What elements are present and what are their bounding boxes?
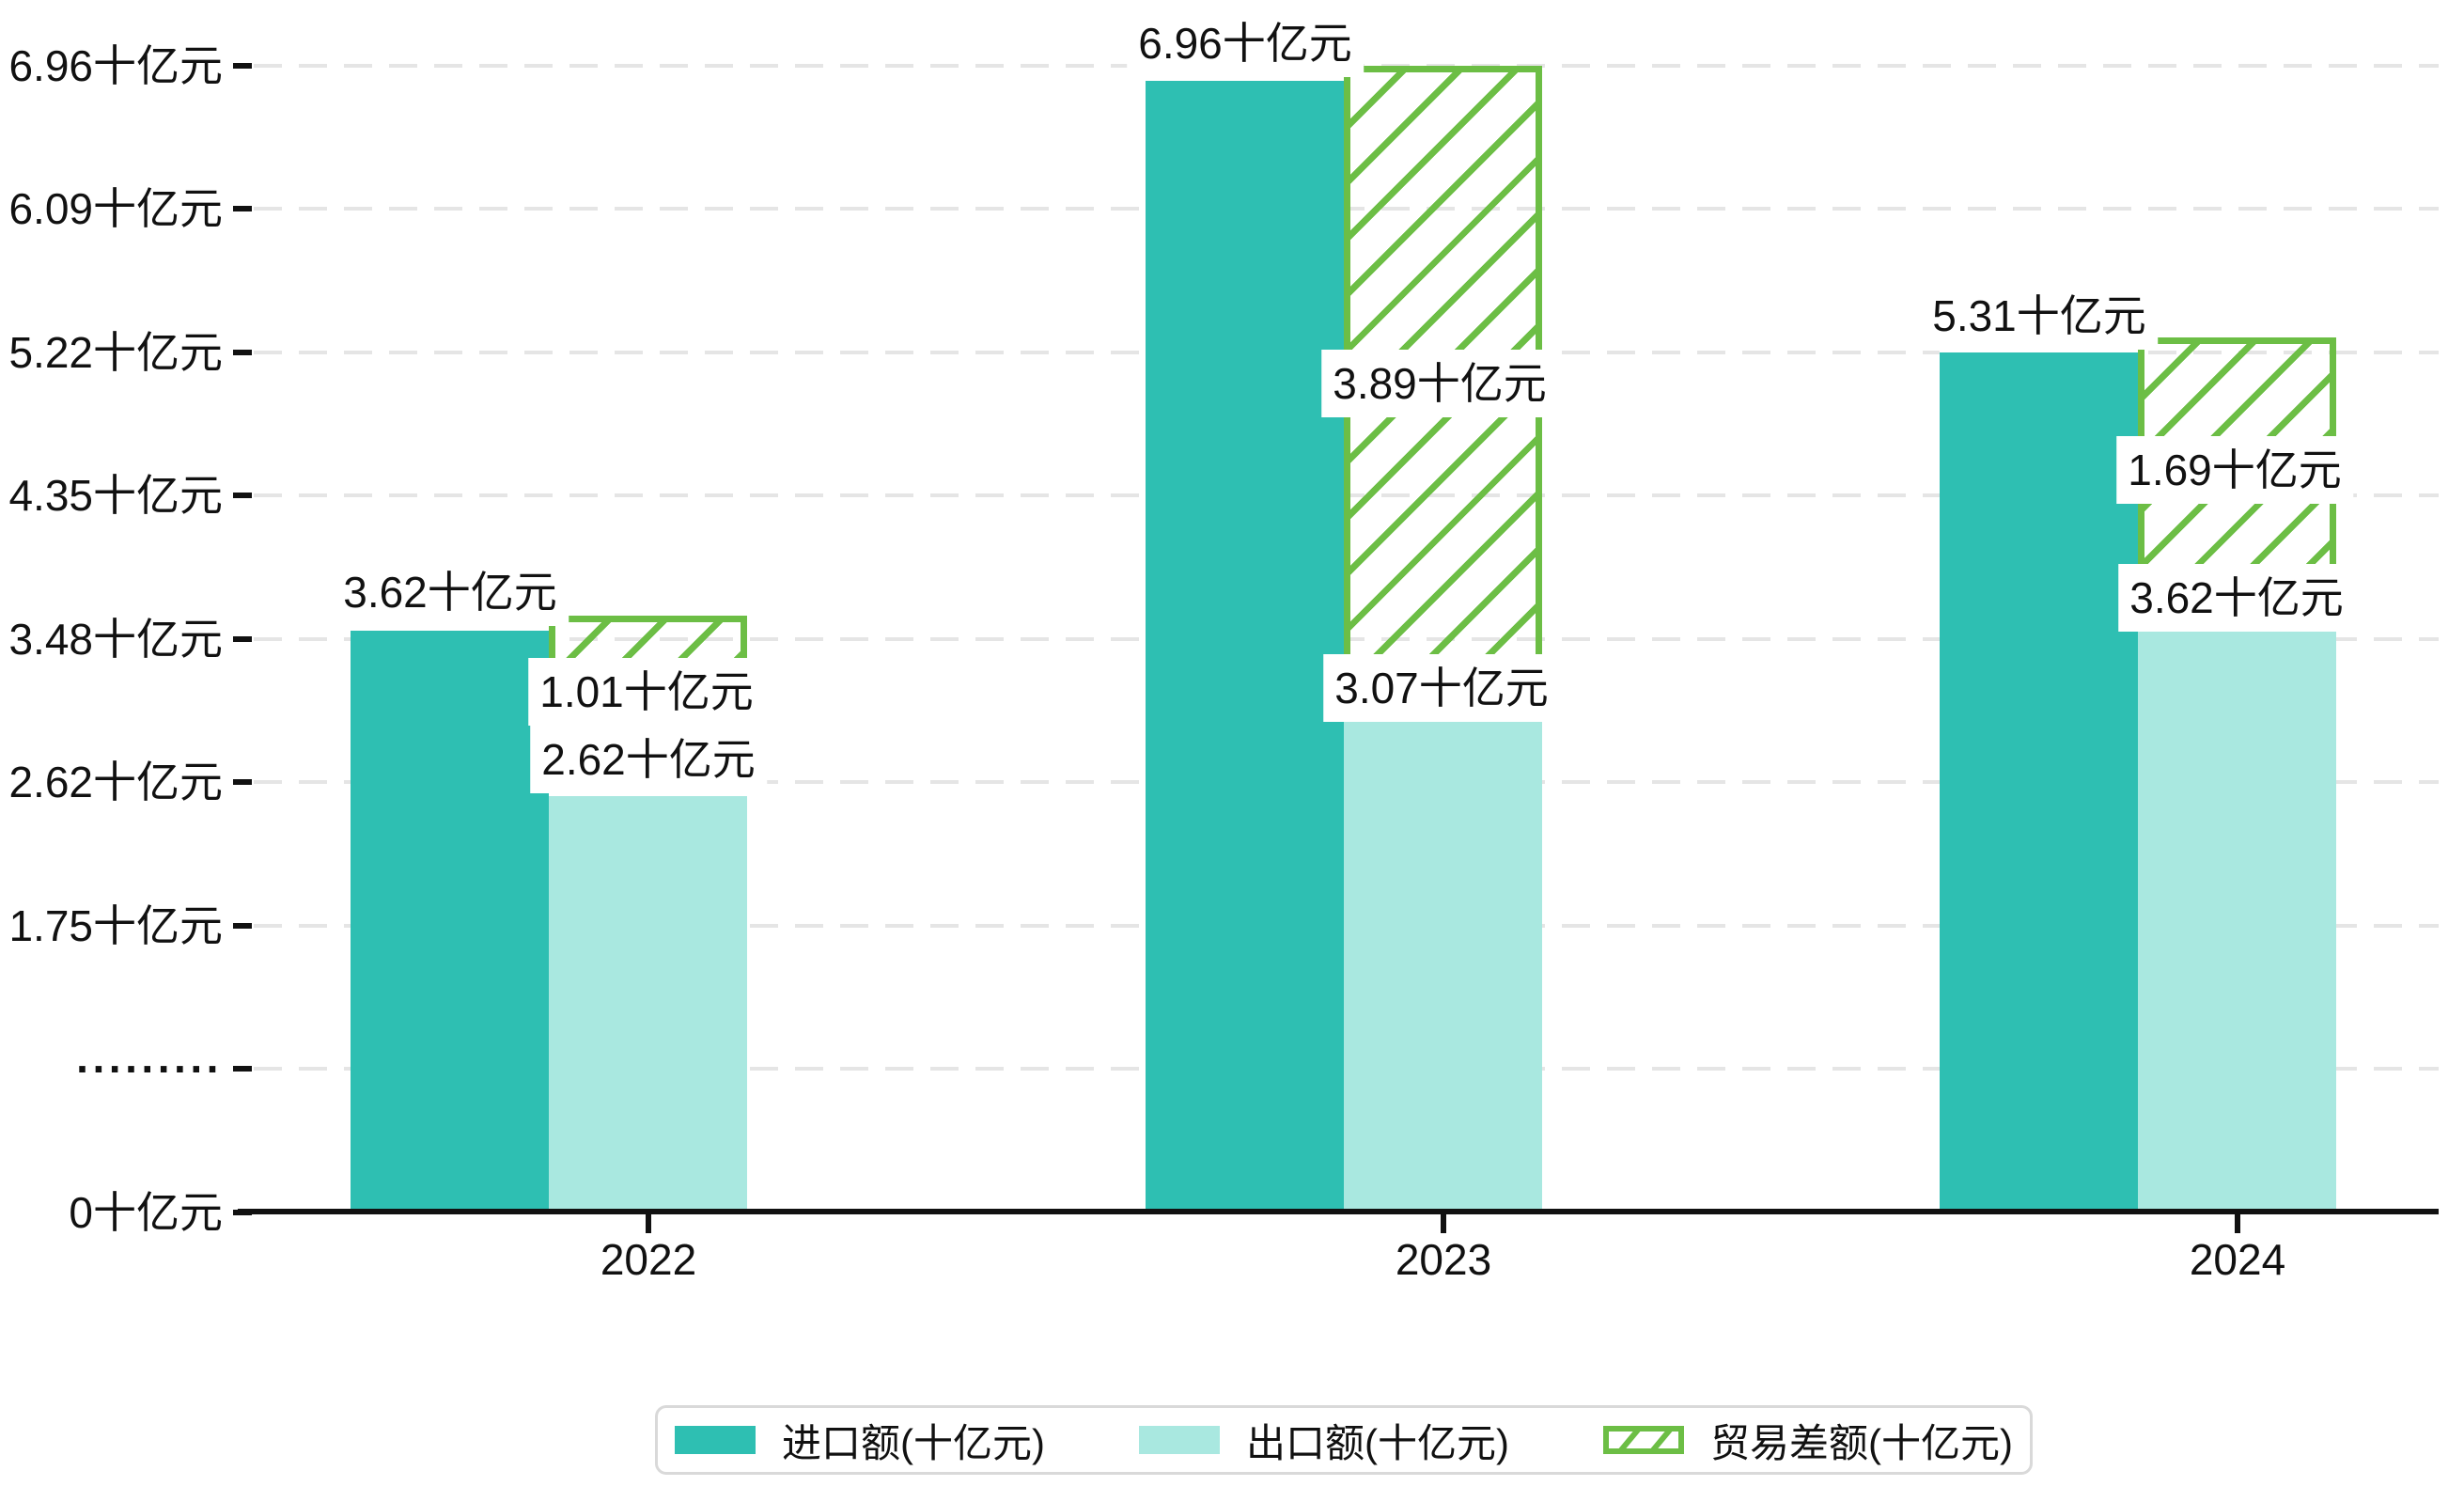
y-tick-mark <box>233 636 252 642</box>
x-axis-line <box>238 1209 2439 1214</box>
balance-value-label-2023: 3.89十亿元 <box>1321 350 1558 417</box>
import-value-label-2023: 6.96十亿元 <box>1127 9 1364 77</box>
trade-balance-hatch-swatch-icon <box>1603 1426 1684 1454</box>
y-tick-mark <box>233 206 252 211</box>
y-tick-label: 4.35十亿元 <box>8 471 223 520</box>
export-bar-2023 <box>1344 707 1542 1211</box>
export-value-label-2024: 3.62十亿元 <box>2118 564 2355 632</box>
y-tick-mark <box>233 350 252 355</box>
legend: 进口额(十亿元) 出口额(十亿元) 贸易差额(十亿元) <box>655 1405 2033 1475</box>
import-swatch-icon <box>675 1426 756 1454</box>
legend-item-export: 出口额(十亿元) <box>1139 1412 1509 1469</box>
import-value-label-2024: 5.31十亿元 <box>1921 282 2158 350</box>
y-tick-label: 5.22十亿元 <box>8 328 223 377</box>
export-swatch-icon <box>1139 1426 1220 1454</box>
import-bar-2024 <box>1940 337 2138 1211</box>
x-tick-mark <box>2235 1214 2240 1233</box>
y-tick-mark <box>233 63 252 69</box>
y-tick-mark <box>233 923 252 929</box>
x-tick-mark <box>1441 1214 1446 1233</box>
y-tick-mark <box>233 493 252 498</box>
y-tick-label: 0十亿元 <box>69 1188 223 1237</box>
y-tick-label: 6.96十亿元 <box>8 41 223 90</box>
x-tick-label-2024: 2024 <box>2189 1235 2286 1284</box>
balance-value-label-2024: 1.69十亿元 <box>2116 436 2353 504</box>
balance-value-label-2022: 1.01十亿元 <box>528 658 765 726</box>
y-tick-mark <box>233 1066 252 1072</box>
import-bar-2022 <box>351 616 549 1211</box>
export-bar-2024 <box>2138 616 2336 1211</box>
y-tick-label: 6.09十亿元 <box>8 184 223 233</box>
export-bar-2022 <box>549 781 747 1211</box>
export-value-label-2023: 3.07十亿元 <box>1323 654 1560 722</box>
legend-label-export: 出口额(十亿元) <box>1246 1420 1509 1465</box>
x-tick-mark <box>646 1214 651 1233</box>
y-tick-label: 1.75十亿元 <box>8 901 223 950</box>
x-tick-label-2022: 2022 <box>600 1235 697 1284</box>
legend-label-balance: 贸易差额(十亿元) <box>1710 1420 2013 1465</box>
legend-item-balance: 贸易差额(十亿元) <box>1603 1412 2013 1469</box>
y-tick-mark <box>233 779 252 785</box>
import-bar-2023 <box>1146 66 1344 1211</box>
import-value-label-2022: 3.62十亿元 <box>332 558 569 626</box>
y-tick-label-dots: ········· <box>76 1044 223 1093</box>
y-tick-label: 2.62十亿元 <box>8 758 223 806</box>
y-tick-label: 3.48十亿元 <box>8 615 223 664</box>
legend-label-import: 进口额(十亿元) <box>782 1420 1045 1465</box>
export-value-label-2022: 2.62十亿元 <box>530 726 767 793</box>
legend-item-import: 进口额(十亿元) <box>675 1412 1045 1469</box>
x-tick-label-2023: 2023 <box>1395 1235 1492 1284</box>
